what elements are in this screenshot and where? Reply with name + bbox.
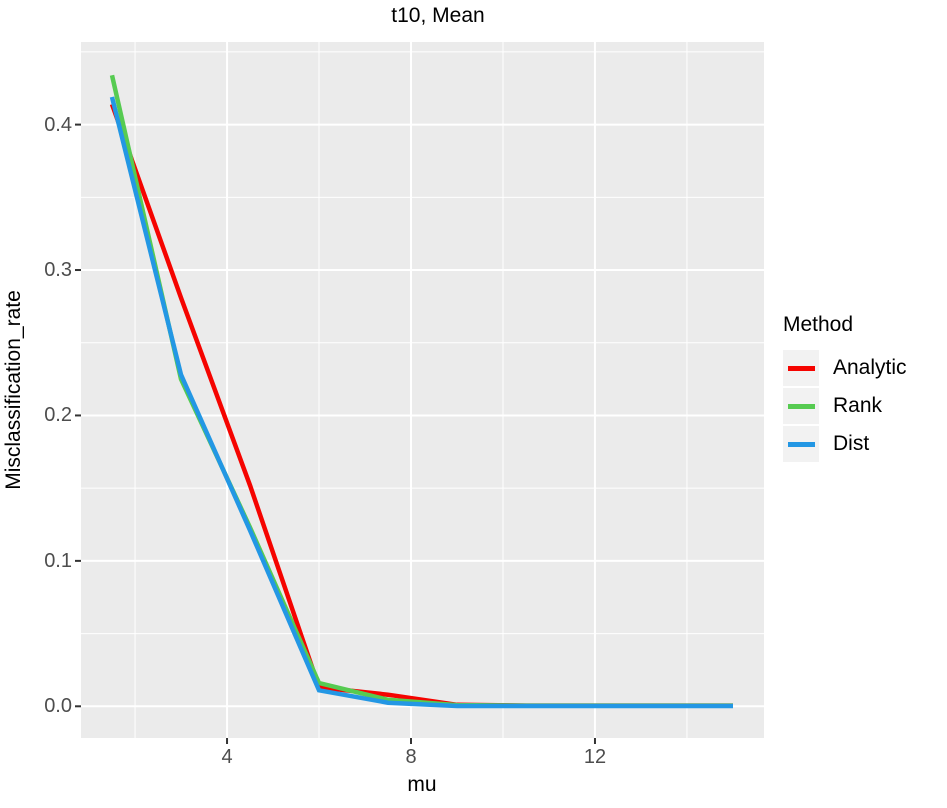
y-axis-title: Misclassification_rate	[2, 290, 25, 490]
y-tick-label-0.1: 0.1	[44, 549, 72, 572]
legend-items: Analytic Rank Dist	[783, 349, 907, 463]
legend-label: Dist	[833, 432, 870, 455]
legend-key-analytic	[783, 350, 819, 386]
y-tick-label-0.4: 0.4	[44, 113, 72, 136]
plot-title: t10, Mean	[391, 4, 485, 27]
x-tick-label-12: 12	[583, 746, 607, 768]
series-line-dist	[109, 96, 733, 709]
legend-key-rank	[783, 388, 819, 424]
legend-title: Method	[783, 313, 854, 336]
y-tick-label-0.2: 0.2	[44, 404, 72, 427]
legend-item-analytic: Analytic	[783, 349, 907, 387]
y-tick-label-0.0: 0.0	[44, 695, 72, 718]
y-tick-label-0.3: 0.3	[44, 259, 72, 282]
panel-background	[81, 42, 764, 738]
x-axis-title: mu	[407, 773, 437, 796]
legend-swatch-icon	[787, 441, 815, 447]
legend: Method Analytic Rank Dist	[783, 313, 907, 463]
legend-item-rank: Rank	[783, 387, 907, 425]
legend-label: Analytic	[833, 356, 907, 379]
legend-label: Rank	[833, 394, 883, 417]
legend-swatch-icon	[787, 403, 815, 409]
legend-swatch-icon	[787, 365, 815, 371]
legend-key-dist	[783, 426, 819, 462]
x-tick-label-8: 8	[405, 746, 417, 768]
legend-item-dist: Dist	[783, 425, 907, 463]
x-tick-label-4: 4	[221, 746, 233, 768]
